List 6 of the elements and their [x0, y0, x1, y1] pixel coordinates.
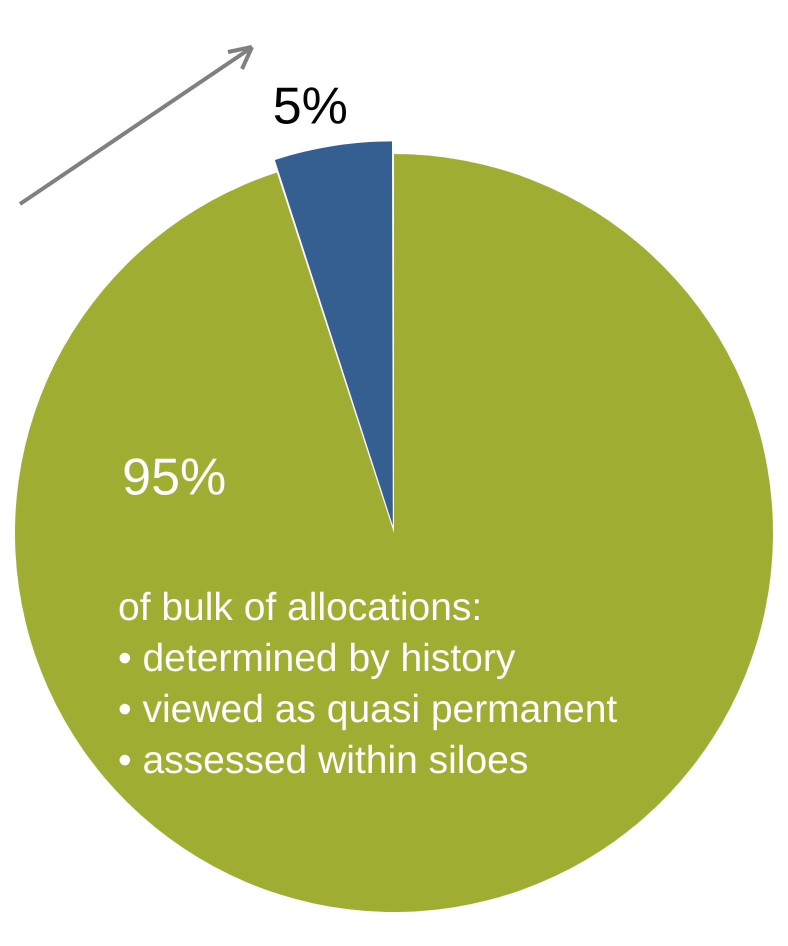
data-label: 5%	[272, 77, 348, 136]
text: of bulk of allocations:	[118, 585, 484, 631]
text: • determined by history	[118, 636, 516, 682]
data-label: 95%	[122, 448, 226, 506]
text: • viewed as quasi permanent	[118, 687, 618, 733]
text: • assessed within siloes	[118, 738, 530, 784]
